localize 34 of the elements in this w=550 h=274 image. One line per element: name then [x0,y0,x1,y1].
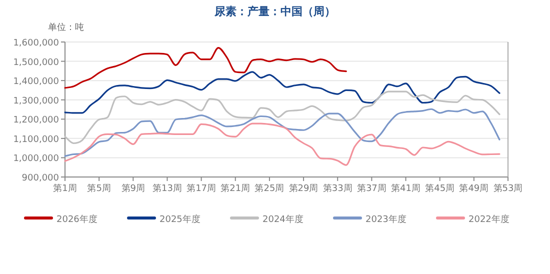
y-tick-label: 1,400,000 [13,77,60,88]
line-series [64,90,500,144]
line-series [64,71,500,114]
x-tick-label: 第13周 [152,183,182,194]
line-series [64,108,500,157]
y-tick-label: 1,200,000 [13,116,60,126]
legend-label: 2026年度 [56,214,98,225]
x-tick-label: 第5周 [87,183,111,194]
y-tick-label: 1,500,000 [13,58,60,68]
x-tick-label: 第25周 [254,183,284,194]
y-tick-label: 1,600,000 [13,38,60,48]
legend-label: 2023年度 [366,214,406,225]
y-tick-label: 1,300,000 [13,96,60,106]
y-tick-label: 900,000 [22,174,60,184]
x-tick-label: 第1周 [53,183,77,194]
legend-label: 2024年度 [262,214,304,225]
chart-title: 尿素：产量：中国（周） [214,5,336,18]
y-tick-label: 1,000,000 [13,154,60,164]
legend-label: 2022年度 [468,214,510,225]
legend-label: 2025年度 [160,214,200,225]
x-tick-label: 第17周 [186,183,216,194]
x-tick-label: 第21周 [220,183,250,194]
x-tick-label: 第53周 [493,183,523,194]
x-tick-label: 第37周 [356,183,386,194]
x-tick-label: 第41周 [391,183,420,194]
x-tick-label: 第33周 [322,183,352,194]
y-tick-label: 1,100,000 [13,134,60,145]
y-axis-title: 单位：吨 [48,22,84,33]
line-series [64,122,500,166]
x-tick-label: 第49周 [459,183,489,194]
line-series [64,46,347,89]
x-tick-label: 第45周 [425,183,455,194]
x-tick-label: 第29周 [288,183,318,194]
x-tick-label: 第9周 [121,183,146,194]
